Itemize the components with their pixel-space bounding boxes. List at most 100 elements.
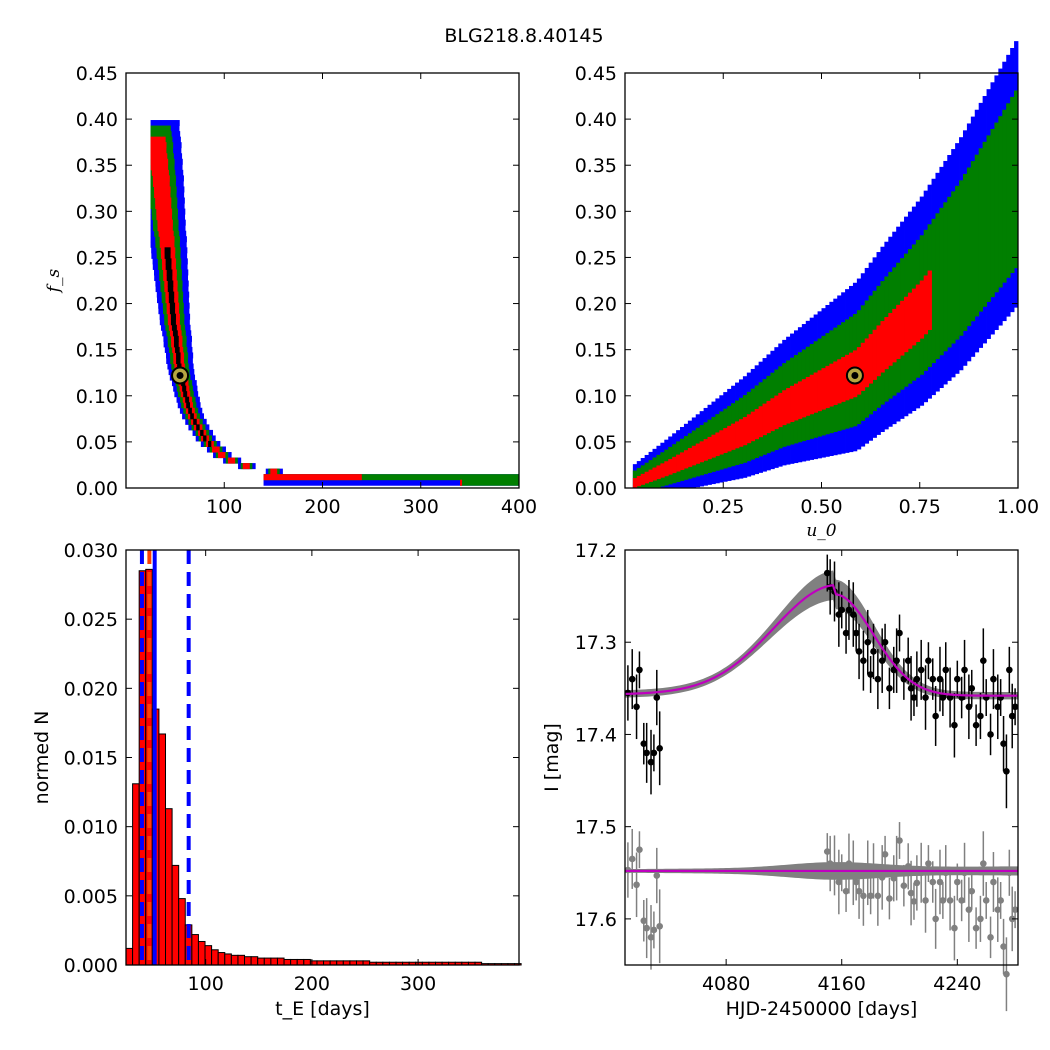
density-cell-green xyxy=(150,125,171,132)
y-tick-label: 0.35 xyxy=(575,155,617,177)
density-cell-red xyxy=(774,395,779,430)
density-cell-black xyxy=(190,413,194,420)
residual-point xyxy=(997,897,1004,904)
density-cell-red xyxy=(766,400,771,434)
y-tick-label: 17.4 xyxy=(575,724,617,746)
y-tick-label: 0.30 xyxy=(575,201,617,223)
density-cell-red xyxy=(762,403,767,436)
data-point xyxy=(823,569,831,577)
residual-point xyxy=(990,878,997,886)
y-tick-label: 0.015 xyxy=(64,748,118,770)
density-cell-red xyxy=(151,169,169,176)
density-cell-red xyxy=(817,370,822,412)
density-cell-red xyxy=(218,452,226,459)
data-point xyxy=(932,712,939,720)
residual-point xyxy=(922,897,929,904)
density-cell-red xyxy=(676,454,681,472)
density-cell-red xyxy=(648,469,653,482)
residual-point xyxy=(633,881,640,889)
y-axis-label: I [mag] xyxy=(541,723,563,792)
data-point xyxy=(878,657,886,664)
density-cell-green xyxy=(951,191,956,344)
y-tick-label: 0.25 xyxy=(76,247,118,269)
density-cell-green xyxy=(943,202,948,352)
density-cell-red xyxy=(911,288,917,346)
y-tick-label: 0.00 xyxy=(76,478,118,500)
residual-point xyxy=(987,934,994,941)
x-tick-label: 4240 xyxy=(933,973,981,995)
data-point xyxy=(990,675,997,683)
density-cell-black xyxy=(196,424,200,431)
density-cell-black xyxy=(185,396,190,403)
density-cell-red xyxy=(884,317,889,370)
residual-point xyxy=(946,897,954,904)
y-tick-label: 0.000 xyxy=(64,955,118,977)
data-point xyxy=(977,712,984,720)
density-cell-red xyxy=(664,461,669,477)
model-uncertainty-band xyxy=(625,570,1018,700)
density-cell-green xyxy=(263,474,519,481)
density-cell-red xyxy=(156,208,173,215)
residual-point xyxy=(951,924,958,932)
x-tick-label: 100 xyxy=(188,973,224,995)
density-cell-red xyxy=(790,385,795,423)
density-cell-red xyxy=(746,414,752,444)
residual-point xyxy=(893,864,900,872)
density-cell-red xyxy=(157,219,173,226)
density-cell-red xyxy=(758,406,763,438)
residual-point xyxy=(890,875,898,882)
residual-point xyxy=(650,926,658,934)
residual-point xyxy=(640,917,648,925)
residual-point xyxy=(913,879,921,887)
x-tick-label: 0.25 xyxy=(702,496,744,518)
histogram-bar xyxy=(296,958,305,966)
data-point xyxy=(922,694,929,701)
density-cell-red xyxy=(813,372,818,413)
histogram-bar xyxy=(237,954,246,966)
x-tick-label: 400 xyxy=(501,496,537,518)
residual-point xyxy=(878,874,886,881)
data-point xyxy=(653,694,661,701)
data-point xyxy=(972,721,980,729)
density-cell-black xyxy=(167,286,174,293)
y-tick-label: 0.15 xyxy=(76,340,118,362)
density-cell-red xyxy=(805,376,811,416)
residual-point xyxy=(925,860,932,867)
x-axis-label: u_0 xyxy=(806,521,836,541)
density-cell-red xyxy=(242,463,250,470)
density-cell-black xyxy=(172,330,178,337)
density-cell-black xyxy=(175,346,180,353)
density-cell-black xyxy=(176,352,181,359)
density-cell-red xyxy=(158,230,174,237)
residual-point xyxy=(855,887,863,895)
data-point xyxy=(929,675,937,683)
y-tick-label: 0.020 xyxy=(64,678,118,700)
density-cell-red xyxy=(699,441,704,463)
histogram-bar xyxy=(197,940,206,966)
y-tick-label: 0.005 xyxy=(64,886,118,908)
density-cell-red xyxy=(711,434,716,458)
y-tick-label: 0.20 xyxy=(575,294,617,316)
density-cell-red xyxy=(735,421,740,449)
density-cell-black xyxy=(165,258,172,265)
residual-point xyxy=(823,848,831,855)
data-point xyxy=(874,675,882,683)
density-cell-red xyxy=(904,296,909,353)
density-cell-black xyxy=(166,274,173,281)
residual-point xyxy=(845,860,853,867)
plot-frame xyxy=(125,72,520,489)
density-cell-black xyxy=(193,418,197,425)
density-cell-red xyxy=(157,225,173,232)
density-cell-red xyxy=(150,153,168,160)
density-cell-red xyxy=(150,158,169,165)
data-point xyxy=(980,657,987,664)
data-point xyxy=(961,666,968,674)
residual-point xyxy=(896,837,903,844)
density-cell-red xyxy=(825,365,830,409)
y-tick-label: 0.30 xyxy=(76,201,118,223)
density-cell-red xyxy=(656,465,661,480)
x-tick-label: 1.00 xyxy=(997,496,1039,518)
data-point xyxy=(647,758,655,766)
density-cell-red xyxy=(770,398,775,432)
data-point xyxy=(860,657,867,664)
